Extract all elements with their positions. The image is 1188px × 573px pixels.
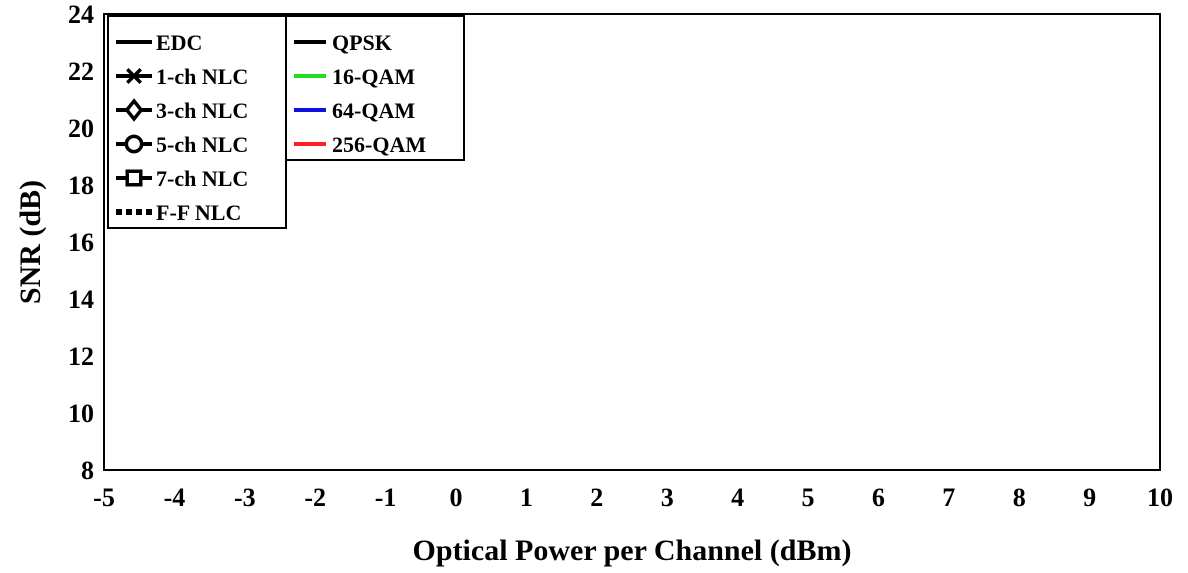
legend-entry: 16-QAM: [294, 64, 415, 89]
axes-frame: [103, 13, 1161, 471]
legend-entry: 7-ch NLC: [116, 166, 248, 191]
x-tick-label: 3: [661, 483, 674, 512]
legend-box-markers: [107, 15, 287, 229]
x-tick-label: 5: [802, 483, 815, 512]
legend-entry: 3-ch NLC: [116, 98, 248, 123]
x-tick-label: -5: [93, 483, 115, 512]
x-tick-label: 1: [520, 483, 533, 512]
legend: EDC 1-ch NLC 3-ch NLC 5-ch NLC 7-ch NLC F-F N…: [107, 15, 465, 229]
x-tick-label: 9: [1083, 483, 1096, 512]
y-tick-label: 14: [68, 285, 94, 314]
y-tick-label: 24: [68, 0, 94, 29]
legend-entry: EDC: [116, 30, 202, 55]
x-tick-label: -4: [164, 483, 186, 512]
x-tick-label: 4: [731, 483, 744, 512]
x-tick-label: 10: [1147, 483, 1173, 512]
legend-label: F-F NLC: [156, 200, 241, 225]
legend-marker: [125, 169, 143, 187]
legend-label: 5-ch NLC: [156, 132, 248, 157]
legend-entry: 1-ch NLC: [116, 64, 248, 89]
x-axis-label: Optical Power per Channel (dBm): [413, 534, 852, 567]
legend-marker: [124, 134, 144, 154]
x-tick-label: 2: [590, 483, 603, 512]
y-tick-label: 18: [68, 171, 94, 200]
y-tick-label: 16: [68, 228, 94, 257]
legend-entry: 256-QAM: [294, 132, 426, 157]
x-tick-label: -1: [375, 483, 397, 512]
legend-label: 64-QAM: [332, 98, 415, 123]
legend-label: 3-ch NLC: [156, 98, 248, 123]
y-tick-label: 8: [81, 456, 94, 485]
y-axis-label: SNR (dB): [14, 180, 47, 304]
x-tick-label: 8: [1013, 483, 1026, 512]
y-tick-label: 22: [68, 57, 94, 86]
y-tick-label: 12: [68, 342, 94, 371]
legend-label: QPSK: [332, 30, 392, 55]
legend-label: 256-QAM: [332, 132, 426, 157]
legend-marker: [124, 98, 144, 122]
x-tick-label: 0: [450, 483, 463, 512]
legend-marker: [126, 68, 142, 84]
legend-label: 7-ch NLC: [156, 166, 248, 191]
legend-label: 16-QAM: [332, 64, 415, 89]
x-tick-label: 7: [942, 483, 955, 512]
legend-entry: 5-ch NLC: [116, 132, 248, 157]
x-tick-label: -2: [304, 483, 326, 512]
legend-label: 1-ch NLC: [156, 64, 248, 89]
y-tick-label: 10: [68, 399, 94, 428]
legend-entry: F-F NLC: [116, 200, 241, 225]
legend-entry: 64-QAM: [294, 98, 415, 123]
legend-label: EDC: [156, 30, 202, 55]
x-tick-label: 6: [872, 483, 885, 512]
legend-entry: QPSK: [294, 30, 392, 55]
x-tick-label: -3: [234, 483, 256, 512]
y-tick-label: 20: [68, 114, 94, 143]
